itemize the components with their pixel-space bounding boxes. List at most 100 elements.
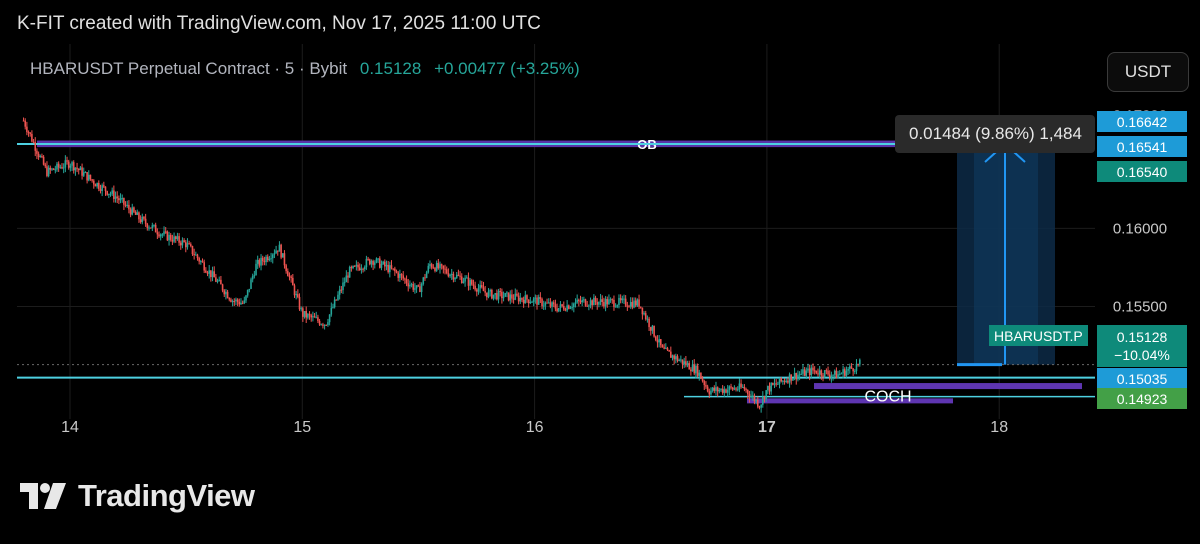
candle-body	[593, 297, 595, 306]
tradingview-logo: TradingView	[18, 478, 255, 514]
candle-body	[76, 167, 78, 169]
candle-body	[123, 197, 125, 205]
candle-body	[793, 373, 796, 379]
candle-body	[756, 399, 759, 407]
candle-body	[695, 365, 697, 374]
candle-body	[138, 212, 140, 220]
candle-body	[643, 313, 645, 315]
candle-body	[26, 126, 28, 132]
candle-body	[389, 265, 391, 273]
candle-body	[762, 396, 764, 405]
candle-body	[705, 385, 707, 387]
candle-body	[671, 355, 674, 358]
candle-body	[842, 369, 844, 374]
candle-body	[417, 285, 420, 287]
candle-body	[569, 307, 572, 309]
candle-body	[108, 193, 110, 195]
candle-body	[201, 261, 204, 263]
candle-body	[778, 377, 781, 384]
candle-body	[266, 256, 269, 261]
candle-body	[547, 302, 550, 304]
candle-body	[278, 244, 281, 252]
candle-body	[708, 391, 711, 395]
candle-body	[780, 377, 783, 382]
candle-body	[716, 387, 719, 392]
candle-body	[103, 185, 105, 187]
candle-body	[300, 308, 302, 310]
candle-body	[487, 291, 490, 298]
candle-body	[659, 339, 662, 346]
x-tick-label: 18	[990, 419, 1008, 436]
candle-body	[741, 386, 744, 388]
candle-body	[159, 234, 162, 237]
candle-body	[32, 141, 35, 143]
candle-body	[504, 293, 507, 297]
candle-body	[683, 361, 686, 365]
candle-body	[47, 167, 50, 176]
candle-body	[738, 383, 741, 390]
candle-body	[711, 387, 714, 391]
candle-body	[440, 264, 443, 266]
candle-body	[537, 297, 540, 305]
candle-body	[322, 324, 324, 326]
candle-body	[740, 383, 742, 388]
candle-body	[251, 276, 254, 280]
candle-body	[730, 386, 732, 388]
candle-body	[658, 339, 660, 343]
candle-body	[69, 165, 72, 168]
candle-body	[681, 359, 684, 365]
candle-body	[114, 196, 117, 199]
candle-body	[486, 292, 488, 298]
candle-body	[268, 258, 271, 261]
candle-body	[318, 320, 321, 325]
candle-body	[368, 259, 371, 265]
candle-body	[546, 302, 548, 304]
candle-body	[760, 404, 762, 408]
candle-body	[407, 283, 410, 287]
candle-body	[98, 182, 100, 189]
candle-body	[87, 174, 90, 181]
candle-body	[169, 235, 172, 240]
candle-body	[273, 253, 276, 255]
candle-body	[748, 394, 751, 398]
candle-body	[768, 385, 771, 392]
candle-body	[193, 254, 195, 256]
candle-body	[559, 304, 562, 308]
candle-body	[143, 216, 145, 219]
candle-body	[542, 305, 545, 307]
candle-body	[432, 267, 435, 269]
last-price: 0.15128	[359, 59, 422, 78]
candle-body	[808, 368, 811, 376]
candle-body	[654, 336, 657, 341]
currency-button[interactable]: USDT	[1107, 52, 1189, 92]
y-tick-label: 0.15500	[1113, 299, 1167, 316]
candle-body	[427, 265, 430, 273]
candle-body	[521, 297, 523, 300]
candle-body	[116, 196, 119, 199]
candle-body	[481, 285, 483, 288]
candle-body	[313, 316, 316, 318]
candle-body	[148, 227, 150, 229]
candle-body	[551, 302, 553, 307]
candle-body	[827, 370, 829, 375]
candle-body	[353, 265, 356, 267]
candle-body	[777, 383, 779, 385]
candle-body	[357, 264, 359, 268]
candle-body	[240, 302, 242, 305]
candle-body	[189, 244, 192, 246]
x-tick-label: 15	[293, 419, 311, 436]
candle-body	[539, 297, 542, 299]
candle-body	[198, 258, 200, 262]
candle-body	[706, 386, 709, 392]
candle-body	[71, 162, 73, 166]
candle-body	[721, 388, 724, 393]
x-tick-label: 16	[526, 419, 544, 436]
candle-body	[200, 261, 202, 263]
candle-body	[226, 291, 229, 299]
candle-body	[477, 288, 480, 292]
candle-body	[176, 236, 179, 239]
candle-body	[562, 306, 565, 310]
candle-body	[832, 374, 834, 376]
